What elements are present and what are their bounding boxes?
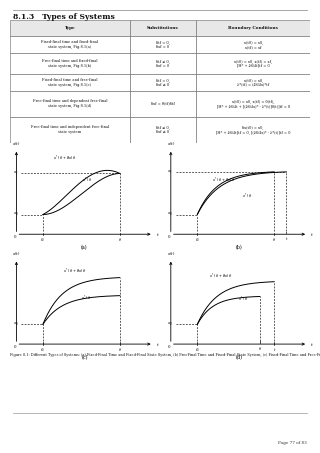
Text: $x^*(t)+\delta x(t)$: $x^*(t)+\delta x(t)$ xyxy=(212,175,236,185)
Text: $t$: $t$ xyxy=(273,346,276,353)
Text: $x_0$: $x_0$ xyxy=(167,321,173,328)
Bar xyxy=(130,53,196,74)
Text: $x^*(t)+\delta x(t)$: $x^*(t)+\delta x(t)$ xyxy=(63,267,87,276)
Text: x(t0) = x0, x(tf) = xf,
[H* + ∂S/∂t]tf = 0: x(t0) = x0, x(tf) = xf, [H* + ∂S/∂t]tf =… xyxy=(234,59,272,68)
Text: $x(t)$: $x(t)$ xyxy=(166,140,175,147)
Text: $x^*(t)+\delta x(t)$: $x^*(t)+\delta x(t)$ xyxy=(53,154,76,163)
Text: $t$: $t$ xyxy=(310,341,314,347)
Text: (d): (d) xyxy=(235,355,242,360)
Bar xyxy=(10,20,130,36)
Text: $t$: $t$ xyxy=(156,231,160,238)
Text: δxf = θ̇(tf)δtf: δxf = θ̇(tf)δtf xyxy=(151,102,175,106)
Text: Free-final time and independent free-final
state system: Free-final time and independent free-fin… xyxy=(31,125,109,134)
Text: $x^*(t)$: $x^*(t)$ xyxy=(81,294,92,303)
Text: (c): (c) xyxy=(81,355,88,360)
Bar xyxy=(10,91,130,117)
Text: $t_0$: $t_0$ xyxy=(41,236,45,244)
Text: $t$: $t$ xyxy=(156,341,160,347)
Text: δtf = 0,
δxf ≠ 0: δtf = 0, δxf ≠ 0 xyxy=(156,78,170,87)
Bar xyxy=(10,117,130,143)
Text: δx(t0) = x0,
[H* + ∂S/∂t]tf = 0, [(∂S/∂x)* - λ*(t)]tf = 0: δx(t0) = x0, [H* + ∂S/∂t]tf = 0, [(∂S/∂x… xyxy=(216,125,291,134)
Text: $t_0$: $t_0$ xyxy=(41,346,45,354)
Bar xyxy=(196,53,310,74)
Bar xyxy=(10,36,130,53)
Text: 0: 0 xyxy=(168,345,170,349)
Bar xyxy=(130,20,196,36)
Text: Fixed-final time and fixed-final
state system, Fig.8.1(a): Fixed-final time and fixed-final state s… xyxy=(41,40,98,49)
Bar xyxy=(196,36,310,53)
Text: Type: Type xyxy=(64,26,75,30)
Text: $t_0$: $t_0$ xyxy=(195,236,200,244)
Bar xyxy=(130,117,196,143)
Text: δtf = 0,
δxf = 0: δtf = 0, δxf = 0 xyxy=(156,40,170,49)
Text: Boundary Conditions: Boundary Conditions xyxy=(228,26,278,30)
Text: Fixed-final time and free-final
state system, Fig.8.1(c): Fixed-final time and free-final state sy… xyxy=(42,78,98,87)
Text: $x_0$: $x_0$ xyxy=(13,321,19,328)
Text: $x_f$: $x_f$ xyxy=(13,170,19,177)
Text: Substitutions: Substitutions xyxy=(147,26,179,30)
Text: $t$: $t$ xyxy=(284,235,288,242)
Text: Figure 8.1: Different Types of Systems: (a) Fixed-Final Time and Fixed-Final Sta: Figure 8.1: Different Types of Systems: … xyxy=(10,353,320,357)
Text: $x_0$: $x_0$ xyxy=(13,211,19,218)
Text: x(t0) = x0,
x(tf) = xf: x(t0) = x0, x(tf) = xf xyxy=(244,40,263,49)
Text: Page 77 of 83: Page 77 of 83 xyxy=(278,441,307,445)
Text: x(t0) = x0, x(tf) = θ(tf),
[H* + ∂S/∂t + [(∂S/∂x)* - λ*(t)]θ̇(t)]tf = 0: x(t0) = x0, x(tf) = θ(tf), [H* + ∂S/∂t +… xyxy=(217,99,290,108)
Bar xyxy=(196,91,310,117)
Bar xyxy=(196,117,310,143)
Bar xyxy=(10,53,130,74)
Text: $x(t)$: $x(t)$ xyxy=(166,250,175,257)
Bar xyxy=(10,74,130,91)
Text: 8.1.3   Types of Systems: 8.1.3 Types of Systems xyxy=(13,13,115,21)
Text: $t_0$: $t_0$ xyxy=(195,346,200,354)
Text: $t_f$: $t_f$ xyxy=(117,236,122,244)
Text: $t_f$: $t_f$ xyxy=(272,236,276,244)
Text: x(t0) = x0,
λ*(tf) = (∂S/∂x)*tf: x(t0) = x0, λ*(tf) = (∂S/∂x)*tf xyxy=(237,78,269,87)
Text: $x^*(t)+\delta x(t)$: $x^*(t)+\delta x(t)$ xyxy=(209,272,233,281)
Text: $t_f$: $t_f$ xyxy=(117,346,122,354)
Text: (a): (a) xyxy=(81,245,88,250)
Text: $x^*(t)$: $x^*(t)$ xyxy=(82,175,93,185)
Text: 0: 0 xyxy=(13,345,16,349)
Text: 0: 0 xyxy=(13,236,16,240)
Text: δtf ≠ 0,
δxf ≠ 0: δtf ≠ 0, δxf ≠ 0 xyxy=(156,125,170,134)
Text: $x_f$: $x_f$ xyxy=(167,168,173,176)
Bar xyxy=(130,36,196,53)
Text: 0: 0 xyxy=(168,236,170,240)
Bar xyxy=(196,74,310,91)
Bar xyxy=(130,74,196,91)
Text: $x^*(t)$: $x^*(t)$ xyxy=(238,295,249,304)
Text: $x(t)$: $x(t)$ xyxy=(12,140,21,147)
Bar xyxy=(130,91,196,117)
Text: δtf ≠ 0,
δxf = 0: δtf ≠ 0, δxf = 0 xyxy=(156,59,170,68)
Text: (b): (b) xyxy=(236,245,242,250)
Text: $x(t)$: $x(t)$ xyxy=(12,250,21,257)
Text: $x_0$: $x_0$ xyxy=(167,211,173,218)
Text: $x^*(t)$: $x^*(t)$ xyxy=(242,192,252,201)
Text: Free-final time and fixed-final
state system, Fig.8.1(b): Free-final time and fixed-final state sy… xyxy=(42,59,98,68)
Text: $t_f$: $t_f$ xyxy=(258,345,262,352)
Bar xyxy=(196,20,310,36)
Text: $t$: $t$ xyxy=(310,231,314,238)
Text: Free-final time and dependent free-final
state system, Fig.8.1(d): Free-final time and dependent free-final… xyxy=(33,99,107,108)
